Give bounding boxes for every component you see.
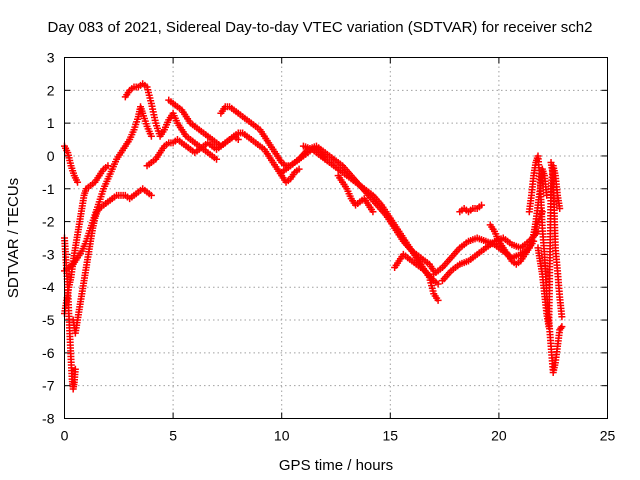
grid-lines	[64, 57, 608, 419]
data-point	[104, 162, 112, 170]
series-track-22	[547, 159, 566, 321]
y-tick-labels: 3 2 1 0 -1 -2 -3 -4 -5 -6 -7 -8	[42, 50, 55, 427]
data-points	[61, 80, 566, 393]
data-point	[556, 204, 564, 212]
series-track-17	[456, 201, 486, 216]
data-point	[434, 280, 442, 288]
series-track-5	[61, 103, 155, 275]
chart-title: Day 083 of 2021, Sidereal Day-to-day VTE…	[48, 19, 593, 36]
series-track-18	[486, 221, 538, 268]
y-axis-label: SDTVAR / TECUs	[5, 178, 22, 298]
series-track-14	[391, 250, 442, 304]
data-point	[478, 201, 486, 209]
y-tick-label: -7	[42, 378, 55, 394]
x-tick-label: 10	[274, 428, 290, 444]
data-point	[295, 165, 303, 173]
series-track-6	[121, 80, 221, 163]
y-tick-label: 0	[47, 148, 55, 164]
x-tick-labels: 0 5 10 15 20 25	[61, 428, 616, 444]
axis-ticks	[64, 57, 608, 419]
y-tick-label: 1	[47, 115, 55, 131]
y-tick-label: -6	[42, 345, 55, 361]
data-point	[369, 208, 377, 216]
data-point	[71, 365, 79, 373]
data-point	[558, 313, 566, 321]
data-point	[434, 296, 442, 304]
series-track-1	[61, 142, 82, 186]
data-point	[557, 324, 565, 332]
x-tick-label: 5	[169, 428, 177, 444]
y-tick-label: -3	[42, 246, 55, 262]
x-tick-label: 0	[61, 428, 69, 444]
y-tick-label: 2	[47, 82, 55, 98]
x-tick-label: 25	[600, 428, 616, 444]
data-point	[74, 178, 82, 186]
data-point	[530, 237, 538, 245]
y-tick-label: -5	[42, 312, 55, 328]
y-tick-label: -2	[42, 214, 55, 230]
x-axis-label: GPS time / hours	[279, 457, 393, 474]
x-tick-label: 20	[491, 428, 507, 444]
data-point	[147, 132, 155, 140]
data-point	[234, 136, 242, 144]
y-tick-label: -4	[42, 279, 55, 295]
plot-frame	[64, 57, 608, 419]
y-tick-label: -8	[42, 411, 55, 427]
x-tick-label: 15	[383, 428, 399, 444]
y-tick-label: 3	[47, 50, 55, 66]
series-track-20	[530, 165, 551, 239]
y-tick-label: -1	[42, 181, 55, 197]
data-point	[213, 155, 221, 163]
data-point	[147, 191, 155, 199]
series-track-13	[334, 172, 377, 216]
data-point	[558, 323, 566, 331]
